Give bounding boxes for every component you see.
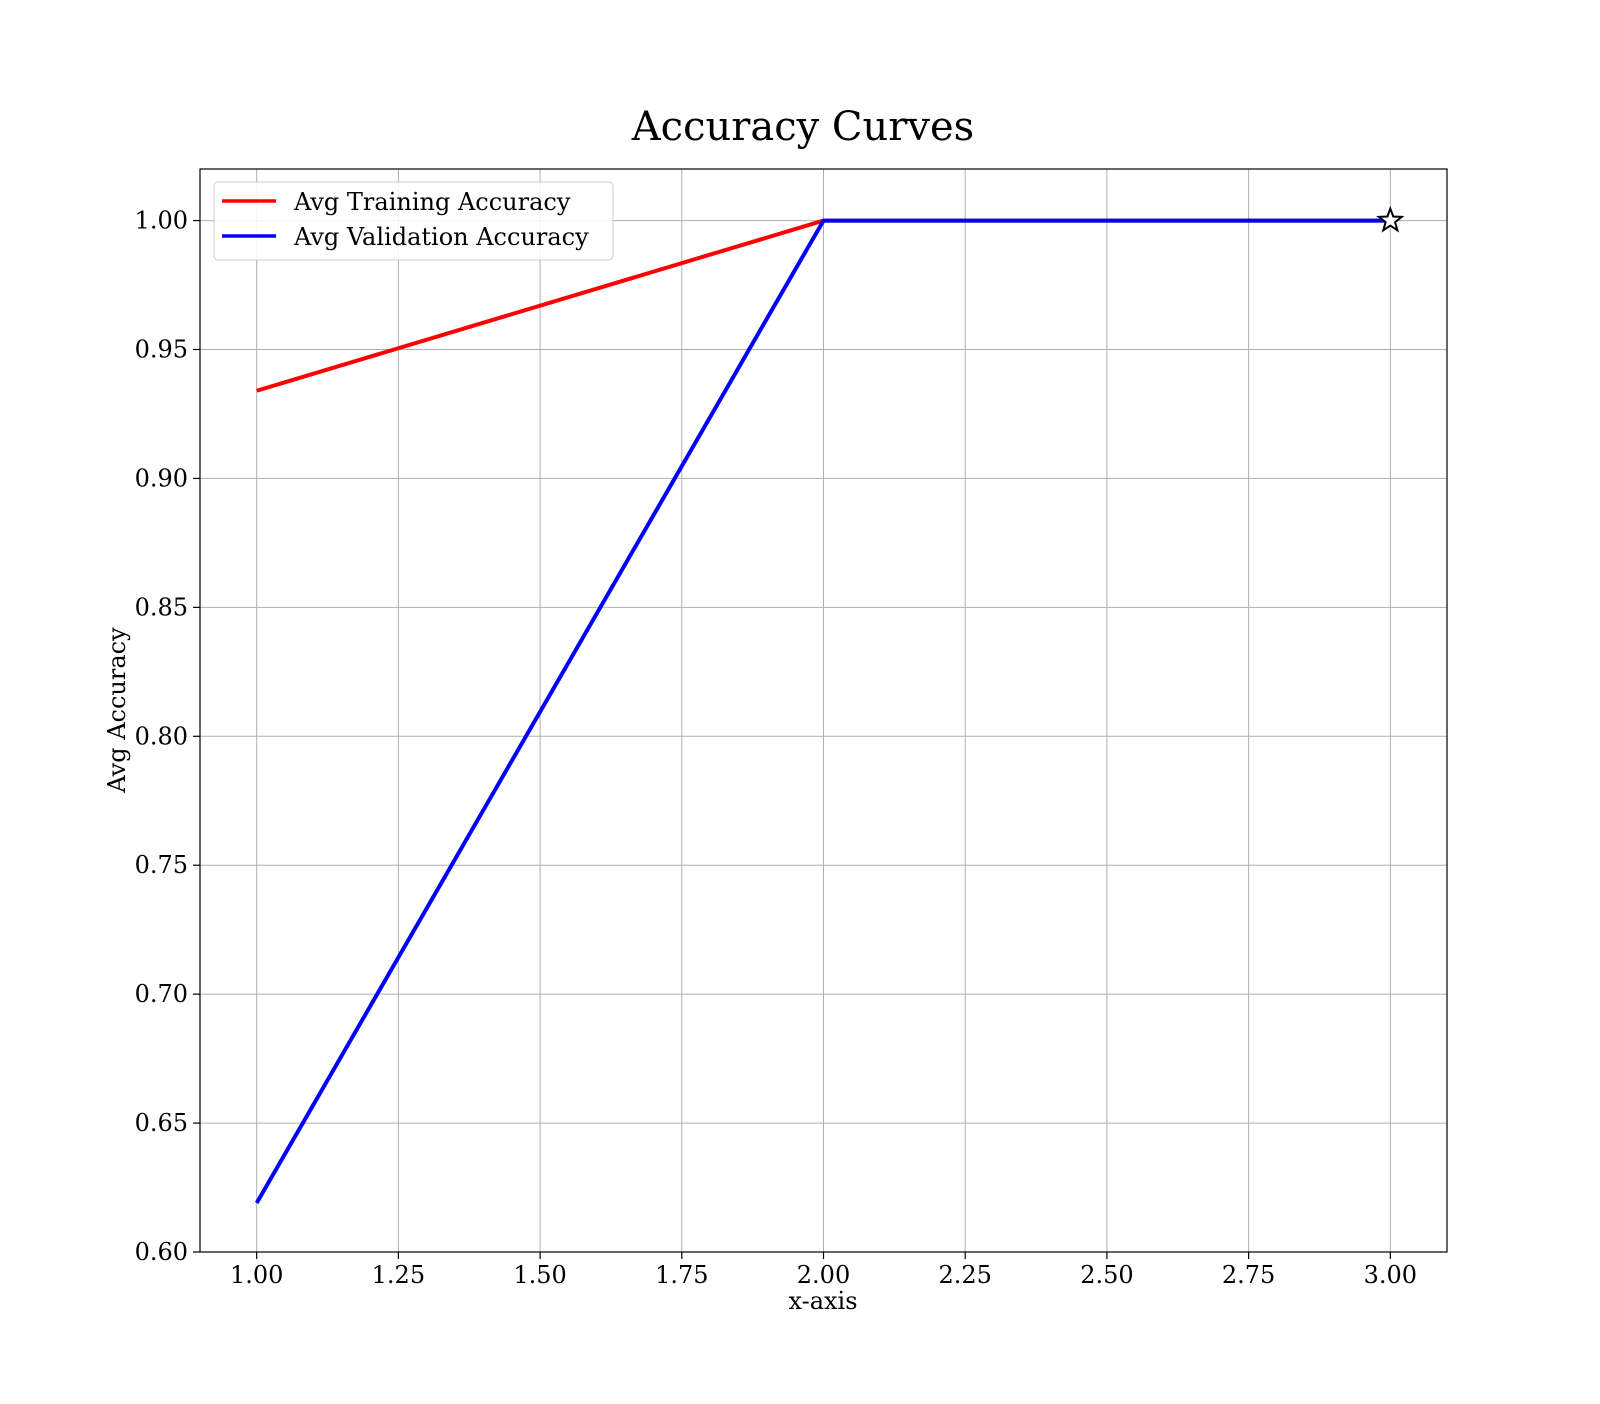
y-tick-label: 0.90 bbox=[135, 464, 188, 492]
y-tick-label: 0.95 bbox=[135, 336, 188, 364]
x-tick-label: 1.00 bbox=[230, 1261, 283, 1289]
legend-label-validation: Avg Validation Accuracy bbox=[293, 223, 589, 251]
y-tick-label: 1.00 bbox=[135, 207, 188, 235]
x-tick-label: 1.50 bbox=[513, 1261, 566, 1289]
x-tick-label: 1.75 bbox=[655, 1261, 708, 1289]
x-tick-label: 2.00 bbox=[797, 1261, 850, 1289]
x-tick-label: 2.50 bbox=[1080, 1261, 1133, 1289]
y-tick-label: 0.85 bbox=[135, 593, 188, 621]
star-marker bbox=[1376, 205, 1405, 233]
legend: Avg Training Accuracy Avg Validation Acc… bbox=[213, 181, 614, 261]
y-tick-label: 0.65 bbox=[135, 1109, 188, 1137]
y-tick-label: 0.80 bbox=[135, 722, 188, 750]
chart-title: Accuracy Curves bbox=[631, 104, 974, 150]
series-line-1 bbox=[254, 218, 1391, 1205]
legend-label-training: Avg Training Accuracy bbox=[293, 188, 571, 216]
grid-lines bbox=[200, 169, 1447, 1253]
legend-box bbox=[213, 181, 614, 261]
series-lines bbox=[254, 218, 1391, 1205]
marker-layer bbox=[1376, 205, 1405, 233]
y-axis-label: Avg Accuracy bbox=[103, 627, 131, 794]
y-tick-label: 0.60 bbox=[135, 1238, 188, 1266]
y-tick-label: 0.70 bbox=[135, 980, 188, 1008]
axis-ticks: 1.00 1.25 1.50 1.75 2.00 2.25 2.50 2.75 3.00 0.60… bbox=[135, 207, 1417, 1289]
y-tick-label: 0.75 bbox=[135, 851, 188, 879]
x-axis-label: x-axis bbox=[788, 1287, 857, 1315]
x-tick-label: 1.25 bbox=[372, 1261, 425, 1289]
x-tick-label: 2.75 bbox=[1222, 1261, 1275, 1289]
x-tick-label: 2.25 bbox=[938, 1261, 991, 1289]
x-tick-label: 3.00 bbox=[1364, 1261, 1417, 1289]
